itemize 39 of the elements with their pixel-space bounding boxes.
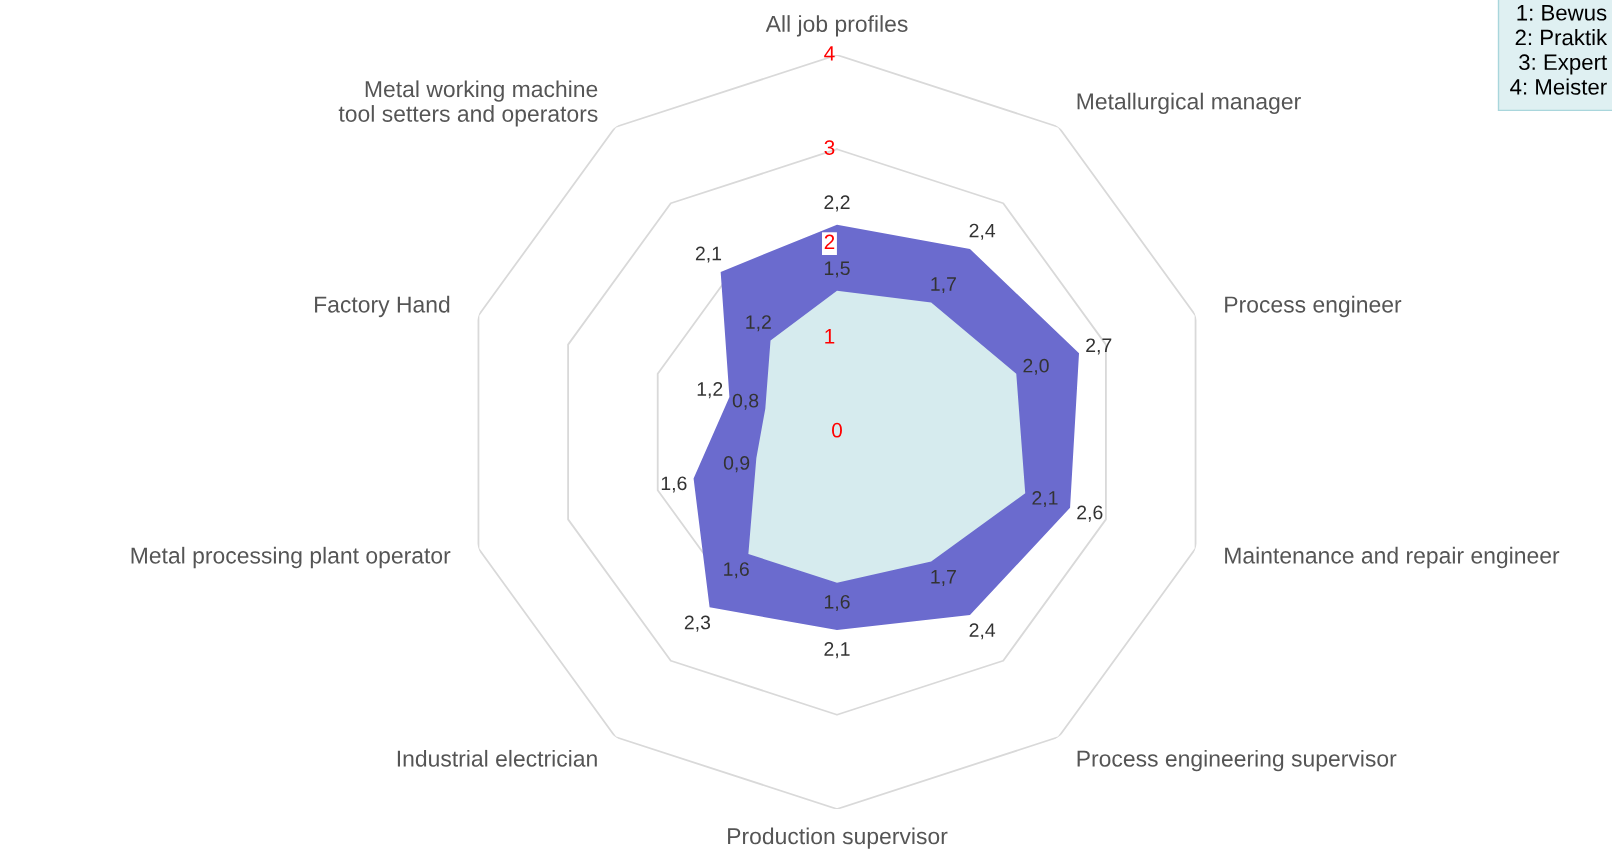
- data-label: 0,8: [732, 393, 759, 410]
- text: 3: Expert: [1519, 54, 1608, 75]
- y-tick-label: 1: [825, 329, 835, 344]
- data-label: 1,5: [824, 261, 850, 278]
- data-label: 1,6: [661, 476, 687, 493]
- data-label: 2,1: [1032, 491, 1058, 508]
- data-label: 2,6: [1077, 505, 1103, 522]
- spoke-label: All job profiles: [765, 15, 908, 37]
- spoke-label: Metal working machine tool setters and operators: [338, 80, 598, 127]
- data-label: 2,2: [824, 195, 850, 212]
- spoke-label: Process engineering supervisor: [1077, 749, 1397, 772]
- data-label: 1,7: [931, 277, 956, 294]
- data-label: 2,0: [1023, 358, 1049, 375]
- data-label: 2,4: [969, 223, 996, 240]
- spoke-label: Industrial electrician: [397, 749, 597, 767]
- y-tick-label: 0: [832, 422, 842, 438]
- spoke-label: Factory Hand: [315, 295, 450, 318]
- y-tick-label: 4: [824, 46, 835, 61]
- spoke-label: Process engineer: [1225, 295, 1402, 318]
- spoke-label: Production supervisor: [728, 827, 948, 849]
- data-label: 2,3: [684, 615, 711, 632]
- spoke-label: Metal processing plant operator: [131, 546, 451, 569]
- data-label: 1,6: [724, 562, 749, 579]
- y-tick-label: 3: [824, 140, 835, 155]
- data-label: 2,1: [695, 246, 722, 263]
- data-label: 0,9: [723, 456, 750, 473]
- data-label: 2,7: [1086, 338, 1112, 355]
- text: 4: Meister: [1510, 78, 1607, 95]
- spoke-label: Maintenance and repair engineer: [1225, 546, 1560, 569]
- data-label: 2,1: [824, 642, 850, 659]
- text: 1: Bewus: [1517, 5, 1607, 21]
- data-label: 1,2: [746, 315, 771, 332]
- data-label: 1,6: [824, 594, 850, 612]
- y-tick-label: 2: [824, 234, 835, 250]
- data-label: 1,2: [697, 382, 723, 399]
- spoke-label: Metallurgical manager: [1077, 92, 1301, 115]
- data-label: 2,4: [969, 623, 996, 640]
- data-label: 1,7: [931, 570, 956, 586]
- text: 2: Praktik: [1515, 29, 1608, 46]
